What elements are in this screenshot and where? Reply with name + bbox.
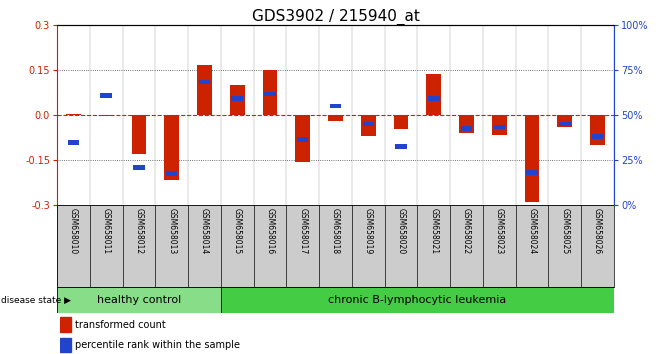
- Bar: [60, 317, 71, 332]
- Bar: [123, 205, 155, 287]
- Text: transformed count: transformed count: [75, 320, 166, 330]
- Bar: [428, 96, 440, 101]
- Text: GSM658017: GSM658017: [298, 208, 307, 254]
- Bar: [264, 92, 276, 96]
- Bar: [230, 85, 245, 115]
- Bar: [492, 115, 507, 135]
- Bar: [57, 205, 90, 287]
- Text: GSM658019: GSM658019: [364, 208, 373, 254]
- Bar: [319, 205, 352, 287]
- Bar: [548, 205, 581, 287]
- Bar: [254, 205, 287, 287]
- Bar: [287, 205, 319, 287]
- Text: GSM658012: GSM658012: [134, 208, 144, 254]
- Bar: [60, 338, 71, 352]
- Text: GSM658022: GSM658022: [462, 208, 471, 254]
- Bar: [352, 205, 384, 287]
- Bar: [197, 65, 212, 115]
- Bar: [231, 96, 243, 101]
- Bar: [581, 205, 614, 287]
- Text: GSM658025: GSM658025: [560, 208, 569, 254]
- Bar: [66, 114, 81, 115]
- Bar: [526, 170, 537, 175]
- Text: GSM658026: GSM658026: [593, 208, 602, 254]
- Bar: [99, 115, 113, 116]
- Bar: [516, 205, 548, 287]
- Text: GSM658014: GSM658014: [200, 208, 209, 254]
- Text: GSM658016: GSM658016: [266, 208, 274, 254]
- Bar: [199, 80, 210, 84]
- Text: GSM658011: GSM658011: [102, 208, 111, 254]
- Text: GSM658021: GSM658021: [429, 208, 438, 254]
- Bar: [297, 137, 309, 142]
- Text: GSM658024: GSM658024: [527, 208, 537, 254]
- Bar: [329, 104, 342, 108]
- Bar: [395, 144, 407, 149]
- Bar: [362, 122, 374, 126]
- Bar: [459, 115, 474, 133]
- Bar: [494, 125, 505, 130]
- Bar: [221, 205, 254, 287]
- Text: healthy control: healthy control: [97, 295, 181, 305]
- Bar: [559, 122, 570, 126]
- Bar: [57, 287, 221, 313]
- Bar: [592, 134, 603, 138]
- Bar: [590, 115, 605, 145]
- Bar: [166, 171, 177, 176]
- Title: GDS3902 / 215940_at: GDS3902 / 215940_at: [252, 8, 419, 25]
- Bar: [483, 205, 516, 287]
- Bar: [450, 205, 483, 287]
- Text: GSM658013: GSM658013: [167, 208, 176, 254]
- Bar: [361, 115, 376, 136]
- Bar: [262, 70, 277, 115]
- Bar: [101, 93, 112, 98]
- Text: GSM658010: GSM658010: [69, 208, 78, 254]
- Text: GSM658018: GSM658018: [331, 208, 340, 254]
- Text: GSM658023: GSM658023: [495, 208, 504, 254]
- Bar: [90, 205, 123, 287]
- Bar: [132, 115, 146, 154]
- Bar: [558, 115, 572, 127]
- Bar: [394, 115, 409, 129]
- Bar: [417, 205, 450, 287]
- Bar: [295, 115, 310, 162]
- Text: disease state ▶: disease state ▶: [1, 296, 71, 304]
- Text: chronic B-lymphocytic leukemia: chronic B-lymphocytic leukemia: [328, 295, 507, 305]
- Bar: [426, 74, 441, 115]
- Bar: [525, 115, 539, 202]
- Bar: [461, 126, 472, 131]
- Bar: [155, 205, 188, 287]
- Bar: [328, 115, 343, 121]
- Text: GSM658015: GSM658015: [233, 208, 242, 254]
- Bar: [188, 205, 221, 287]
- Bar: [164, 115, 179, 180]
- Text: percentile rank within the sample: percentile rank within the sample: [75, 340, 240, 350]
- Text: GSM658020: GSM658020: [397, 208, 405, 254]
- Bar: [221, 287, 614, 313]
- Bar: [134, 165, 145, 170]
- Bar: [68, 140, 79, 144]
- Bar: [384, 205, 417, 287]
